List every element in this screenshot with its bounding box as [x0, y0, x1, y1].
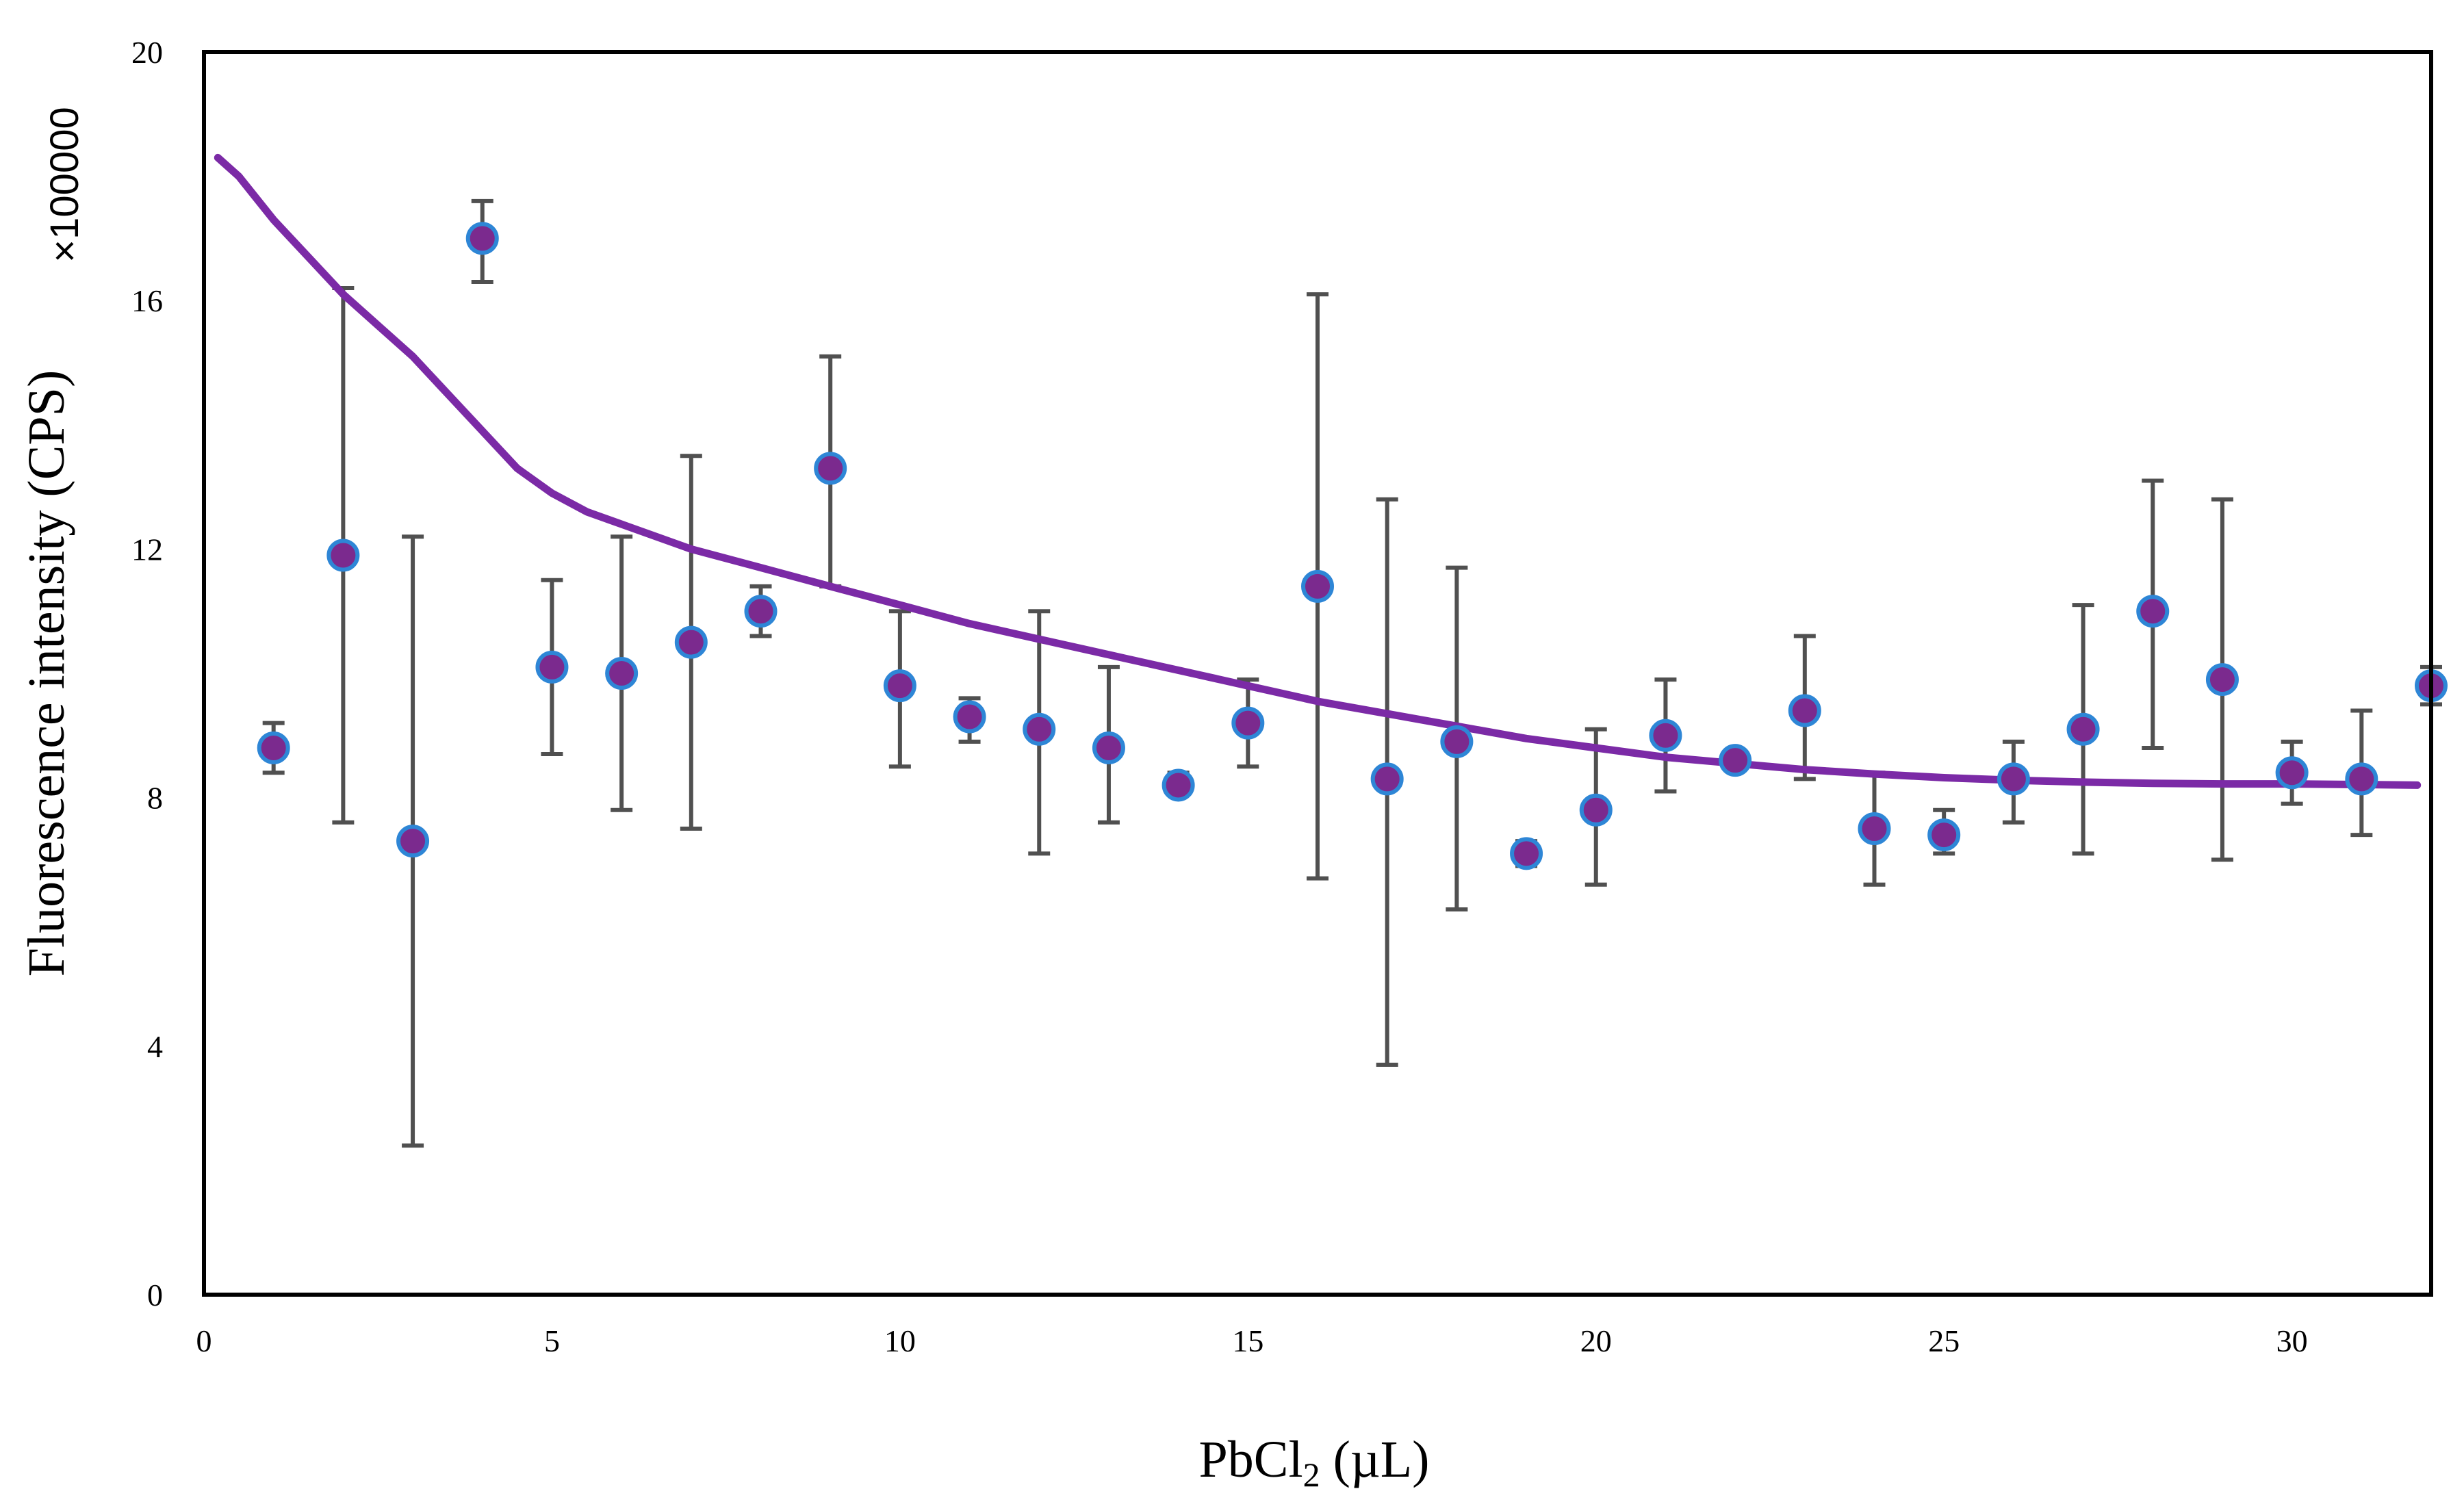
x-tick-label: 25	[1928, 1323, 1960, 1358]
data-point	[1997, 762, 2030, 796]
y-tick-label: 12	[131, 532, 163, 567]
data-point	[1092, 731, 1125, 764]
x-axis-title: PbCl2 (µL)	[1199, 1431, 1430, 1494]
data-point	[2275, 756, 2309, 790]
x-tick-label: 20	[1580, 1323, 1612, 1358]
data-point-layer	[257, 222, 2448, 870]
data-point	[257, 731, 290, 764]
trend-layer	[214, 153, 2422, 789]
y-tick-labels: 0 4 8 12 16 20	[131, 35, 163, 1312]
data-point	[1788, 694, 1821, 727]
y-tick-label: 0	[147, 1278, 163, 1312]
data-point	[1162, 768, 1195, 802]
data-point	[1649, 718, 1682, 752]
x-axis-title-unit: (µL)	[1320, 1431, 1430, 1488]
y-tick-label: 4	[147, 1029, 163, 1064]
y-tick-label: 20	[131, 35, 163, 70]
data-point	[953, 700, 986, 734]
x-tick-label: 15	[1232, 1323, 1263, 1358]
data-point	[1927, 818, 1961, 852]
x-tick-label: 10	[884, 1323, 916, 1358]
data-point	[1023, 712, 1056, 746]
data-point	[2205, 663, 2239, 697]
x-tick-label: 5	[544, 1323, 560, 1358]
data-point	[1231, 706, 1265, 740]
trend-line	[214, 153, 2422, 789]
y-tick-label: 8	[147, 781, 163, 816]
data-point	[1301, 569, 1334, 603]
data-point	[2345, 762, 2378, 796]
data-point	[605, 657, 639, 690]
x-tick-label: 0	[196, 1323, 212, 1358]
x-axis-title-main: PbCl	[1199, 1431, 1303, 1488]
data-point	[1440, 725, 1474, 758]
x-tick-labels: 0 5 10 15 20 25 30	[196, 1323, 2308, 1358]
data-point	[1579, 793, 1613, 827]
data-point	[744, 595, 778, 628]
data-point	[2136, 595, 2170, 628]
data-point	[674, 625, 708, 659]
data-point	[1719, 744, 1752, 777]
data-point	[535, 650, 569, 684]
data-point	[396, 825, 430, 858]
data-point	[883, 669, 916, 703]
y-multiplier-label: ×100000	[42, 107, 87, 262]
data-point	[1510, 837, 1543, 870]
data-point	[1370, 762, 1404, 796]
data-point	[465, 222, 499, 255]
plot-frame	[202, 50, 2433, 1297]
y-tick-label: 16	[131, 283, 163, 318]
x-tick-label: 30	[2276, 1323, 2308, 1358]
data-point	[814, 452, 847, 485]
data-point	[1858, 812, 1891, 845]
x-axis-title-subscript: 2	[1303, 1455, 1320, 1494]
y-axis-title: Fluorescence intensity (CPS)	[18, 370, 75, 977]
data-point	[2066, 712, 2100, 746]
data-point	[326, 539, 360, 572]
